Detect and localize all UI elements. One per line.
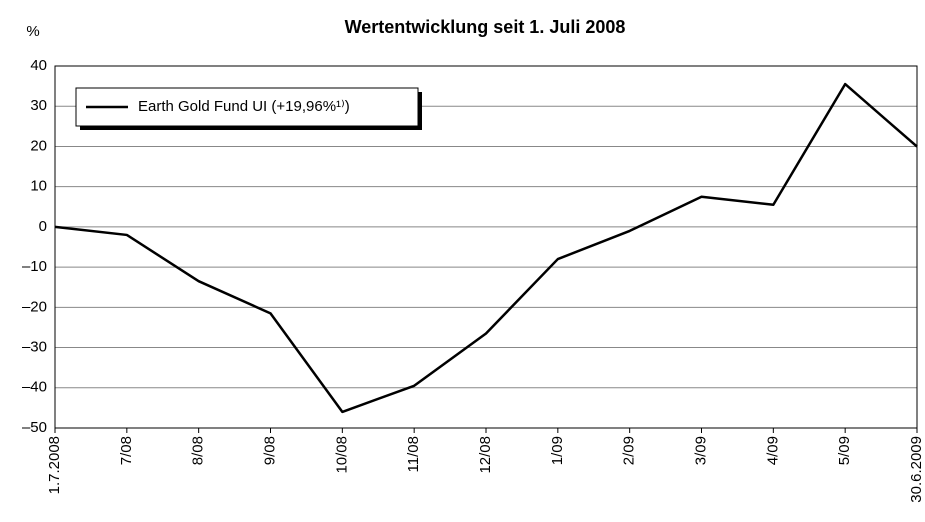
- legend-box: [75, 87, 419, 127]
- x-tick-label: 7/08: [118, 436, 135, 465]
- x-tick-label: 8/08: [190, 436, 207, 465]
- y-tick-label: 0: [39, 218, 47, 235]
- x-tick-label: 12/08: [477, 436, 494, 474]
- y-axis-label: %: [26, 23, 39, 40]
- y-tick-label: –10: [22, 258, 47, 275]
- y-tick-label: 20: [30, 137, 47, 154]
- x-tick-label: 2/09: [621, 436, 638, 465]
- y-tick-label: –20: [22, 298, 47, 315]
- x-tick-label: 1.7.2008: [46, 436, 63, 494]
- x-tick-label: 5/09: [836, 436, 853, 465]
- y-tick-label: –40: [22, 379, 47, 396]
- y-tick-label: 40: [30, 57, 47, 74]
- legend-label: Earth Gold Fund UI (+19,96%¹⁾): [138, 98, 350, 115]
- x-tick-label: 3/09: [692, 436, 709, 465]
- x-tick-label: 10/08: [333, 436, 350, 474]
- y-tick-label: –50: [22, 419, 47, 436]
- x-tick-label: 30.6.2009: [908, 436, 925, 503]
- chart-title: Wertentwicklung seit 1. Juli 2008: [345, 17, 626, 37]
- x-tick-label: 11/08: [405, 436, 422, 472]
- x-tick-label: 4/09: [764, 436, 781, 465]
- data-line: [54, 82, 918, 414]
- y-tick-label: –30: [22, 339, 47, 356]
- x-tick-label: 1/09: [549, 436, 566, 465]
- y-tick-label: 30: [30, 97, 47, 114]
- x-tick-label: 9/08: [261, 436, 278, 465]
- y-tick-label: 10: [30, 178, 47, 195]
